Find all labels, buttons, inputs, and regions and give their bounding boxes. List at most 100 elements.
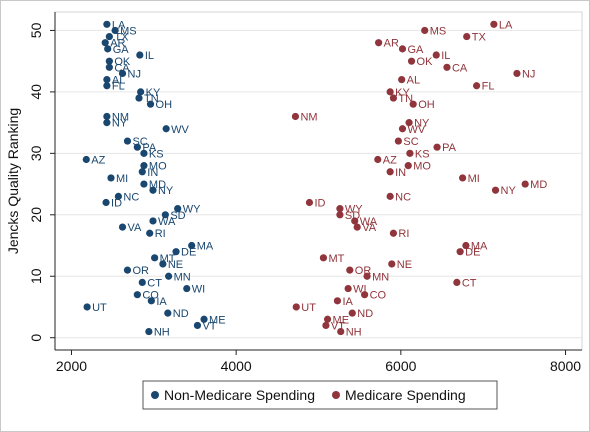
point-label: NE: [168, 259, 183, 271]
scatter-point: [386, 192, 394, 200]
y-tick-label: 40: [28, 84, 44, 100]
point-label: MN: [372, 271, 389, 283]
scatter-point: [433, 143, 441, 151]
scatter-point: [165, 272, 173, 280]
point-label: OK: [417, 56, 434, 68]
point-label: ND: [173, 308, 189, 320]
scatter-point: [336, 211, 344, 219]
legend-marker: [151, 391, 159, 399]
point-label: NM: [112, 111, 129, 123]
y-axis-title: Jencks Quality Ranking: [5, 108, 21, 254]
legend-label: Non-Medicare Spending: [164, 387, 315, 403]
scatter-point: [138, 278, 146, 286]
scatter-point: [490, 20, 498, 28]
scatter-point: [103, 119, 111, 127]
point-label: ID: [111, 198, 122, 210]
scatter-point: [103, 76, 111, 84]
point-label: NY: [112, 118, 128, 130]
y-tick-label: 50: [28, 22, 44, 38]
scatter-point: [140, 180, 148, 188]
point-label: OR: [132, 265, 149, 277]
point-label: UT: [92, 302, 107, 314]
scatter-point: [394, 137, 402, 145]
point-label: MO: [413, 161, 431, 173]
scatter-point: [388, 260, 396, 268]
scatter-point: [375, 39, 383, 47]
scatter-point: [405, 119, 413, 127]
scatter-point: [348, 309, 356, 317]
scatter-point: [443, 63, 451, 71]
point-label: NE: [397, 259, 412, 271]
scatter-point: [333, 297, 342, 305]
scatter-point: [322, 321, 330, 330]
point-label: IN: [147, 167, 158, 179]
point-label: VA: [362, 222, 377, 234]
point-label: NM: [300, 111, 317, 123]
point-label: WY: [183, 204, 201, 216]
scatter-point: [118, 223, 127, 231]
scatter-point: [291, 112, 300, 121]
x-tick-label: 8000: [550, 358, 581, 374]
scatter-point: [305, 198, 314, 207]
point-label: TX: [114, 32, 129, 44]
point-label: DE: [181, 247, 196, 259]
scatter-point: [172, 248, 180, 256]
scatter-point: [389, 94, 398, 102]
scatter-point: [133, 291, 141, 299]
scatter-point: [323, 315, 332, 323]
point-label: GA: [113, 44, 130, 56]
point-label: OK: [114, 56, 131, 68]
scatter-point: [118, 69, 127, 78]
scatter-point: [159, 260, 167, 268]
point-label: IL: [441, 50, 450, 62]
scatter-point: [164, 309, 172, 317]
scatter-point: [421, 26, 429, 35]
scatter-point: [386, 168, 394, 176]
scatter-point: [351, 217, 359, 225]
point-label: AR: [110, 38, 125, 50]
y-tick-label: 20: [28, 207, 44, 223]
scatter-point: [389, 229, 398, 237]
point-label: CO: [142, 290, 159, 302]
scatter-point: [407, 57, 416, 65]
legend-marker: [332, 391, 340, 399]
scatter-point: [344, 284, 352, 293]
point-label: VT: [202, 320, 216, 332]
scatter-point: [374, 155, 382, 164]
point-label: CA: [452, 62, 468, 74]
point-label: IA: [156, 296, 167, 308]
scatter-point: [103, 112, 111, 121]
scatter-point: [123, 266, 132, 274]
point-label: LA: [499, 19, 513, 31]
point-label: WA: [158, 216, 176, 228]
point-label: MA: [471, 241, 488, 253]
scatter-point: [432, 51, 440, 59]
scatter-point: [336, 205, 344, 213]
scatter-point: [456, 248, 464, 256]
point-label: KS: [149, 148, 164, 160]
point-label: NH: [154, 327, 170, 339]
point-label: NC: [395, 191, 411, 203]
scatter-point: [521, 180, 529, 188]
point-label: ME: [333, 314, 350, 326]
point-label: MS: [430, 25, 447, 37]
point-label: GA: [407, 44, 424, 56]
scatter-point: [103, 82, 111, 90]
scatter-point: [161, 211, 169, 219]
point-label: KY: [146, 87, 161, 99]
point-label: MI: [468, 173, 480, 185]
scatter-point: [188, 241, 196, 250]
scatter-point: [183, 284, 191, 293]
point-label: NH: [346, 327, 362, 339]
point-label: AL: [112, 75, 125, 87]
point-label: ME: [209, 314, 226, 326]
scatter-point: [105, 32, 113, 41]
point-label: CA: [114, 62, 130, 74]
point-label: NY: [501, 185, 517, 197]
x-tick-label: 4000: [221, 358, 252, 374]
scatter-point: [123, 137, 132, 145]
scatter-point: [200, 315, 208, 323]
scatter-point: [83, 303, 91, 311]
